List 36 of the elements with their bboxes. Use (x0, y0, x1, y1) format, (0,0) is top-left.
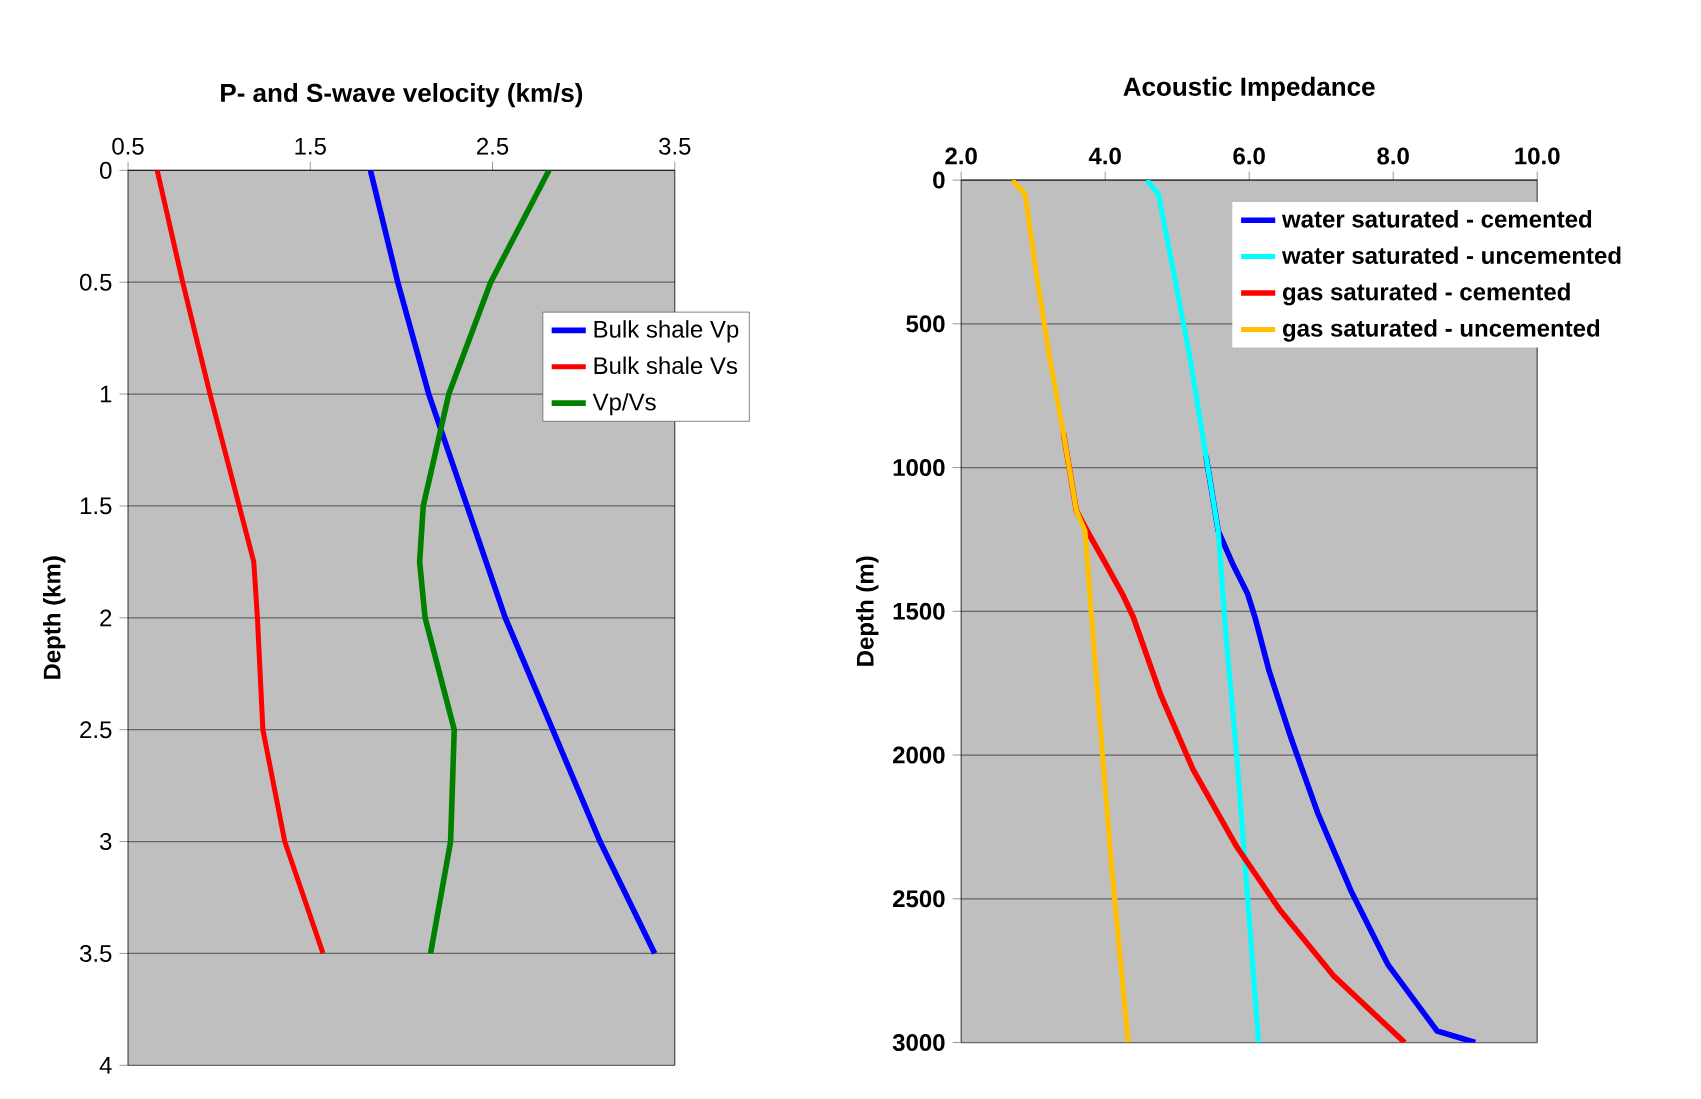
y-tick-label: 0.5 (80, 273, 112, 291)
x-tick-label: 0.5 (112, 137, 144, 155)
y-tick-label: 3000 (892, 1034, 945, 1052)
y-tick-label: 500 (906, 315, 945, 333)
x-tick-label: 6.0 (1233, 147, 1265, 165)
y-tick-label: 1 (100, 385, 112, 403)
x-tick-label: 2.5 (477, 137, 509, 155)
chart-title: Acoustic Impedance (1123, 76, 1375, 102)
x-tick-label: 4.0 (1088, 147, 1121, 165)
x-tick-label: 8.0 (1377, 147, 1409, 165)
y-tick-label: 4 (99, 1057, 112, 1074)
y-tick-label: 2 (100, 609, 112, 627)
x-tick-label: 1.5 (295, 138, 326, 155)
legend-label: Bulk shale Vp (594, 320, 739, 343)
x-tick-label: 10.0 (1515, 147, 1560, 165)
y-tick-label: 1500 (893, 602, 945, 620)
chart-title: P- and S-wave velocity (km/s) (221, 83, 583, 108)
y-axis-title: Depth (km) (42, 556, 66, 679)
y-tick-label: 3.5 (79, 944, 112, 962)
legend-label: gas saturated - cemented (1283, 282, 1570, 306)
legend-label: water saturated - uncemented (1281, 246, 1621, 265)
y-tick-label: 3 (99, 833, 112, 851)
legend-label: Vp/Vs (592, 392, 656, 416)
x-tick-label: 3.5 (659, 137, 691, 155)
y-tick-label: 1000 (893, 459, 945, 477)
y-tick-label: 2.5 (80, 721, 112, 739)
y-tick-label: 2000 (893, 746, 945, 764)
legend-label: water saturated - cemented (1281, 210, 1592, 228)
y-tick-label: 0 (933, 171, 945, 189)
legend-label: Bulk shale Vs (594, 356, 738, 375)
y-tick-label: 1.5 (80, 497, 112, 515)
y-tick-label: 0 (100, 161, 112, 179)
legend-label: gas saturated - uncemented (1283, 319, 1600, 342)
y-tick-label: 2500 (893, 890, 945, 908)
y-axis-title: Depth (m) (856, 556, 879, 666)
x-tick-label: 2.0 (945, 147, 977, 165)
